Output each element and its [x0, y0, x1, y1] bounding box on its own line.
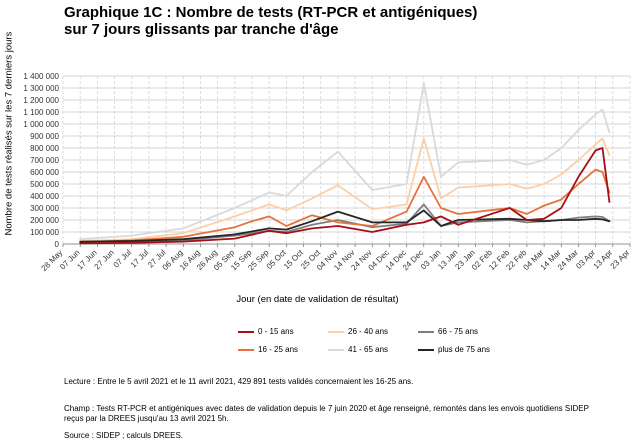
legend-item: 66 - 75 ans [418, 327, 478, 336]
legend-swatch [328, 348, 344, 351]
y-tick-label: 1 100 000 [23, 108, 59, 117]
y-tick-label: 0 [55, 240, 60, 249]
y-tick-label: 1 200 000 [23, 96, 59, 105]
legend-swatch [418, 330, 434, 333]
legend-label: plus de 75 ans [438, 345, 491, 354]
note-lecture: Lecture : Entre le 5 avril 2021 et le 11… [64, 377, 414, 386]
series-line-plus-de-75-ans [79, 209, 611, 243]
chart-title-line-1: Graphique 1C : Nombre de tests (RT-PCR e… [64, 4, 478, 21]
y-tick-label: 300 000 [30, 204, 59, 213]
legend-item: 16 - 25 ans [238, 345, 298, 354]
x-tick-label: 28 May [39, 248, 64, 273]
y-tick-label: 1 300 000 [23, 84, 59, 93]
series-line-0---15-ans [79, 147, 611, 245]
legend-item: plus de 75 ans [418, 345, 490, 354]
x-tick-label: 07 Jul [112, 248, 134, 270]
legend-label: 66 - 75 ans [438, 327, 479, 336]
series-line-66---75-ans [79, 203, 611, 244]
y-axis-label: Nombre de tests réalisés sur les 7 derni… [3, 31, 15, 236]
legend-label: 26 - 40 ans [348, 327, 389, 336]
x-tick-label: 23 Apr [609, 248, 632, 271]
chart-title-line-2: sur 7 jours glissants par tranche d'âge [64, 21, 339, 38]
series-line-41---65-ans [79, 82, 611, 241]
legend-swatch [238, 330, 254, 333]
x-axis-label: Jour (en date de validation de résultat) [236, 294, 399, 305]
legend-label: 16 - 25 ans [258, 345, 299, 354]
y-tick-label: 1 400 000 [23, 72, 59, 81]
legend-item: 0 - 15 ans [238, 327, 294, 336]
y-tick-label: 200 000 [30, 216, 59, 225]
y-tick-label: 700 000 [30, 156, 59, 165]
y-tick-label: 100 000 [30, 228, 59, 237]
note-champ: Champ : Tests RT-PCR et antigéniques ave… [64, 404, 589, 423]
y-tick-label: 1 000 000 [23, 120, 59, 129]
legend-item: 41 - 65 ans [328, 345, 388, 354]
legend-swatch [238, 348, 254, 351]
chart-title: Graphique 1C : Nombre de tests (RT-PCR e… [64, 4, 477, 38]
legend-label: 41 - 65 ans [348, 345, 389, 354]
y-tick-label: 900 000 [30, 132, 59, 141]
y-tick-label: 800 000 [30, 144, 59, 153]
legend-item: 26 - 40 ans [328, 327, 388, 336]
legend-label: 0 - 15 ans [258, 327, 294, 336]
legend-swatch [328, 330, 344, 333]
x-tick-label: 27 Jun [93, 248, 116, 271]
y-tick-label: 500 000 [30, 180, 59, 189]
y-tick-label: 400 000 [30, 192, 59, 201]
y-tick-label: 600 000 [30, 168, 59, 177]
x-tick-label: 17 Jul [129, 248, 151, 270]
series-line-26---40-ans [79, 137, 611, 242]
legend-swatch [418, 348, 434, 351]
note-source: Source : SIDEP ; calculs DREES. [64, 431, 184, 440]
